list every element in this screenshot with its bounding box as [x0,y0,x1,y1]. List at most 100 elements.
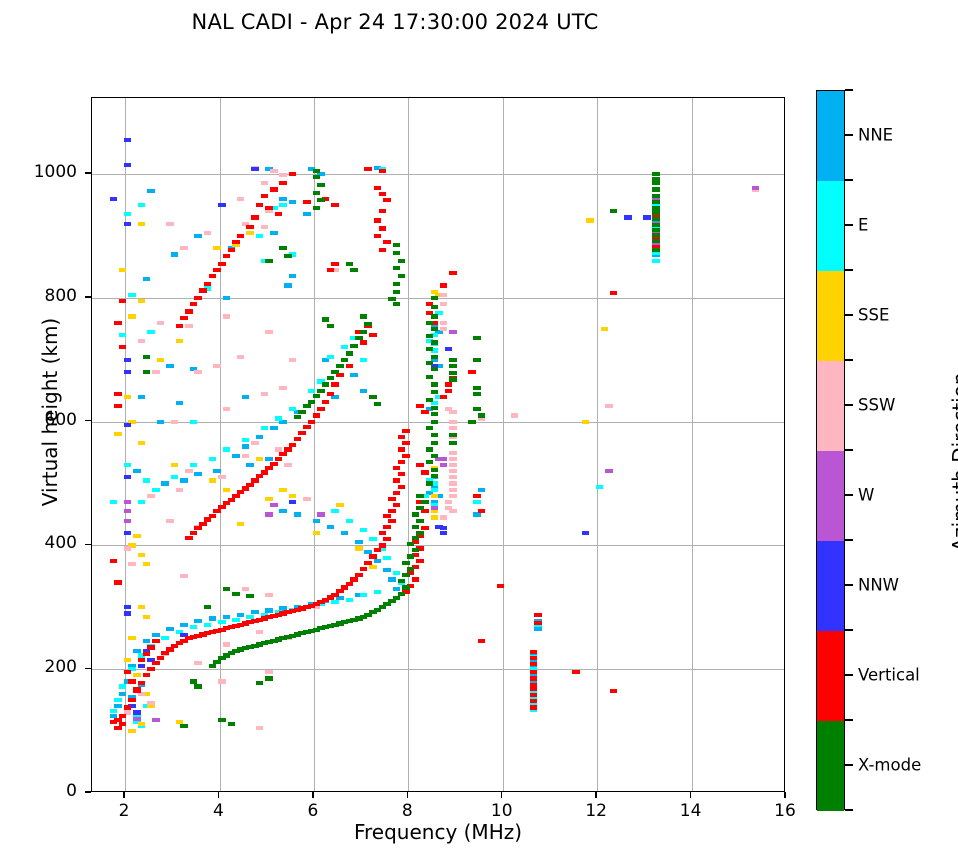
data-point [477,509,486,514]
data-point [392,289,401,294]
data-point [194,618,202,624]
data-point [430,474,439,479]
data-point [236,490,245,495]
data-point [213,628,221,633]
data-point [430,515,439,520]
data-point [430,419,439,424]
data-point [123,710,132,715]
data-point [118,267,127,273]
data-point [303,404,311,409]
data-point [265,456,273,461]
data-point [137,500,146,505]
data-point [123,679,132,684]
data-point [439,526,448,531]
data-point [246,482,254,487]
data-point [416,506,424,511]
data-point [255,642,264,647]
data-point [232,240,240,245]
data-point [425,481,434,486]
data-point [581,530,590,536]
data-point [350,336,358,341]
data-point [430,289,439,294]
data-point [265,206,273,211]
data-point [251,618,259,624]
data-point [421,493,429,499]
data-point [194,526,202,531]
data-point [421,526,429,531]
data-point [355,546,363,551]
data-point [270,503,278,508]
data-point [355,592,363,598]
data-point [449,271,457,276]
data-point [402,441,410,446]
data-point [260,425,269,430]
data-point [180,724,188,729]
data-point [246,644,254,650]
data-point [142,673,151,678]
data-point [170,643,179,648]
data-point [350,577,358,582]
data-point [203,230,212,235]
data-point [232,493,240,499]
data-point [123,500,132,505]
data-point [175,487,184,492]
data-point [118,684,127,689]
data-point [430,453,439,458]
data-point [270,168,278,174]
data-point [340,357,349,362]
data-point [652,176,660,182]
data-point [128,698,136,703]
data-point [114,431,122,437]
data-point [142,639,151,644]
colorbar-tick [845,584,853,586]
data-point [355,540,363,545]
data-point [241,621,250,626]
data-point [378,209,387,214]
data-point [180,315,188,320]
data-point [449,462,457,468]
data-point [232,243,240,248]
data-point [449,371,457,376]
data-point [312,530,321,536]
data-point [406,583,415,588]
data-point [364,612,372,617]
data-point [435,292,443,297]
data-point [128,292,136,297]
data-point [246,594,254,599]
data-point [425,407,434,412]
data-point [331,600,339,605]
x-axis-tick-label: 4 [213,801,224,821]
data-point [293,605,302,610]
data-point [260,181,269,186]
data-point [430,314,439,319]
data-point [142,478,151,483]
data-point [643,215,651,220]
data-point [128,667,136,672]
data-point [416,534,424,539]
y-axis-tick [85,543,91,546]
data-point [251,610,259,615]
data-point [449,469,457,474]
data-point [529,662,538,667]
x-axis-tick-label: 10 [490,801,513,821]
data-point [279,509,287,514]
data-point [152,487,160,492]
data-point [373,233,382,239]
data-point [430,354,439,359]
data-point [369,554,377,559]
data-point [321,382,330,387]
data-point [355,573,363,578]
data-point [142,691,151,697]
data-point [388,599,396,604]
colorbar-boundary-tick [845,179,853,181]
data-point [449,509,457,514]
data-point [133,716,141,721]
data-point [133,534,141,539]
data-point [213,246,221,251]
data-point [241,586,250,591]
data-point [307,399,316,404]
data-point [529,676,538,681]
data-point [411,564,420,570]
data-point [449,481,457,486]
data-point [241,453,250,458]
